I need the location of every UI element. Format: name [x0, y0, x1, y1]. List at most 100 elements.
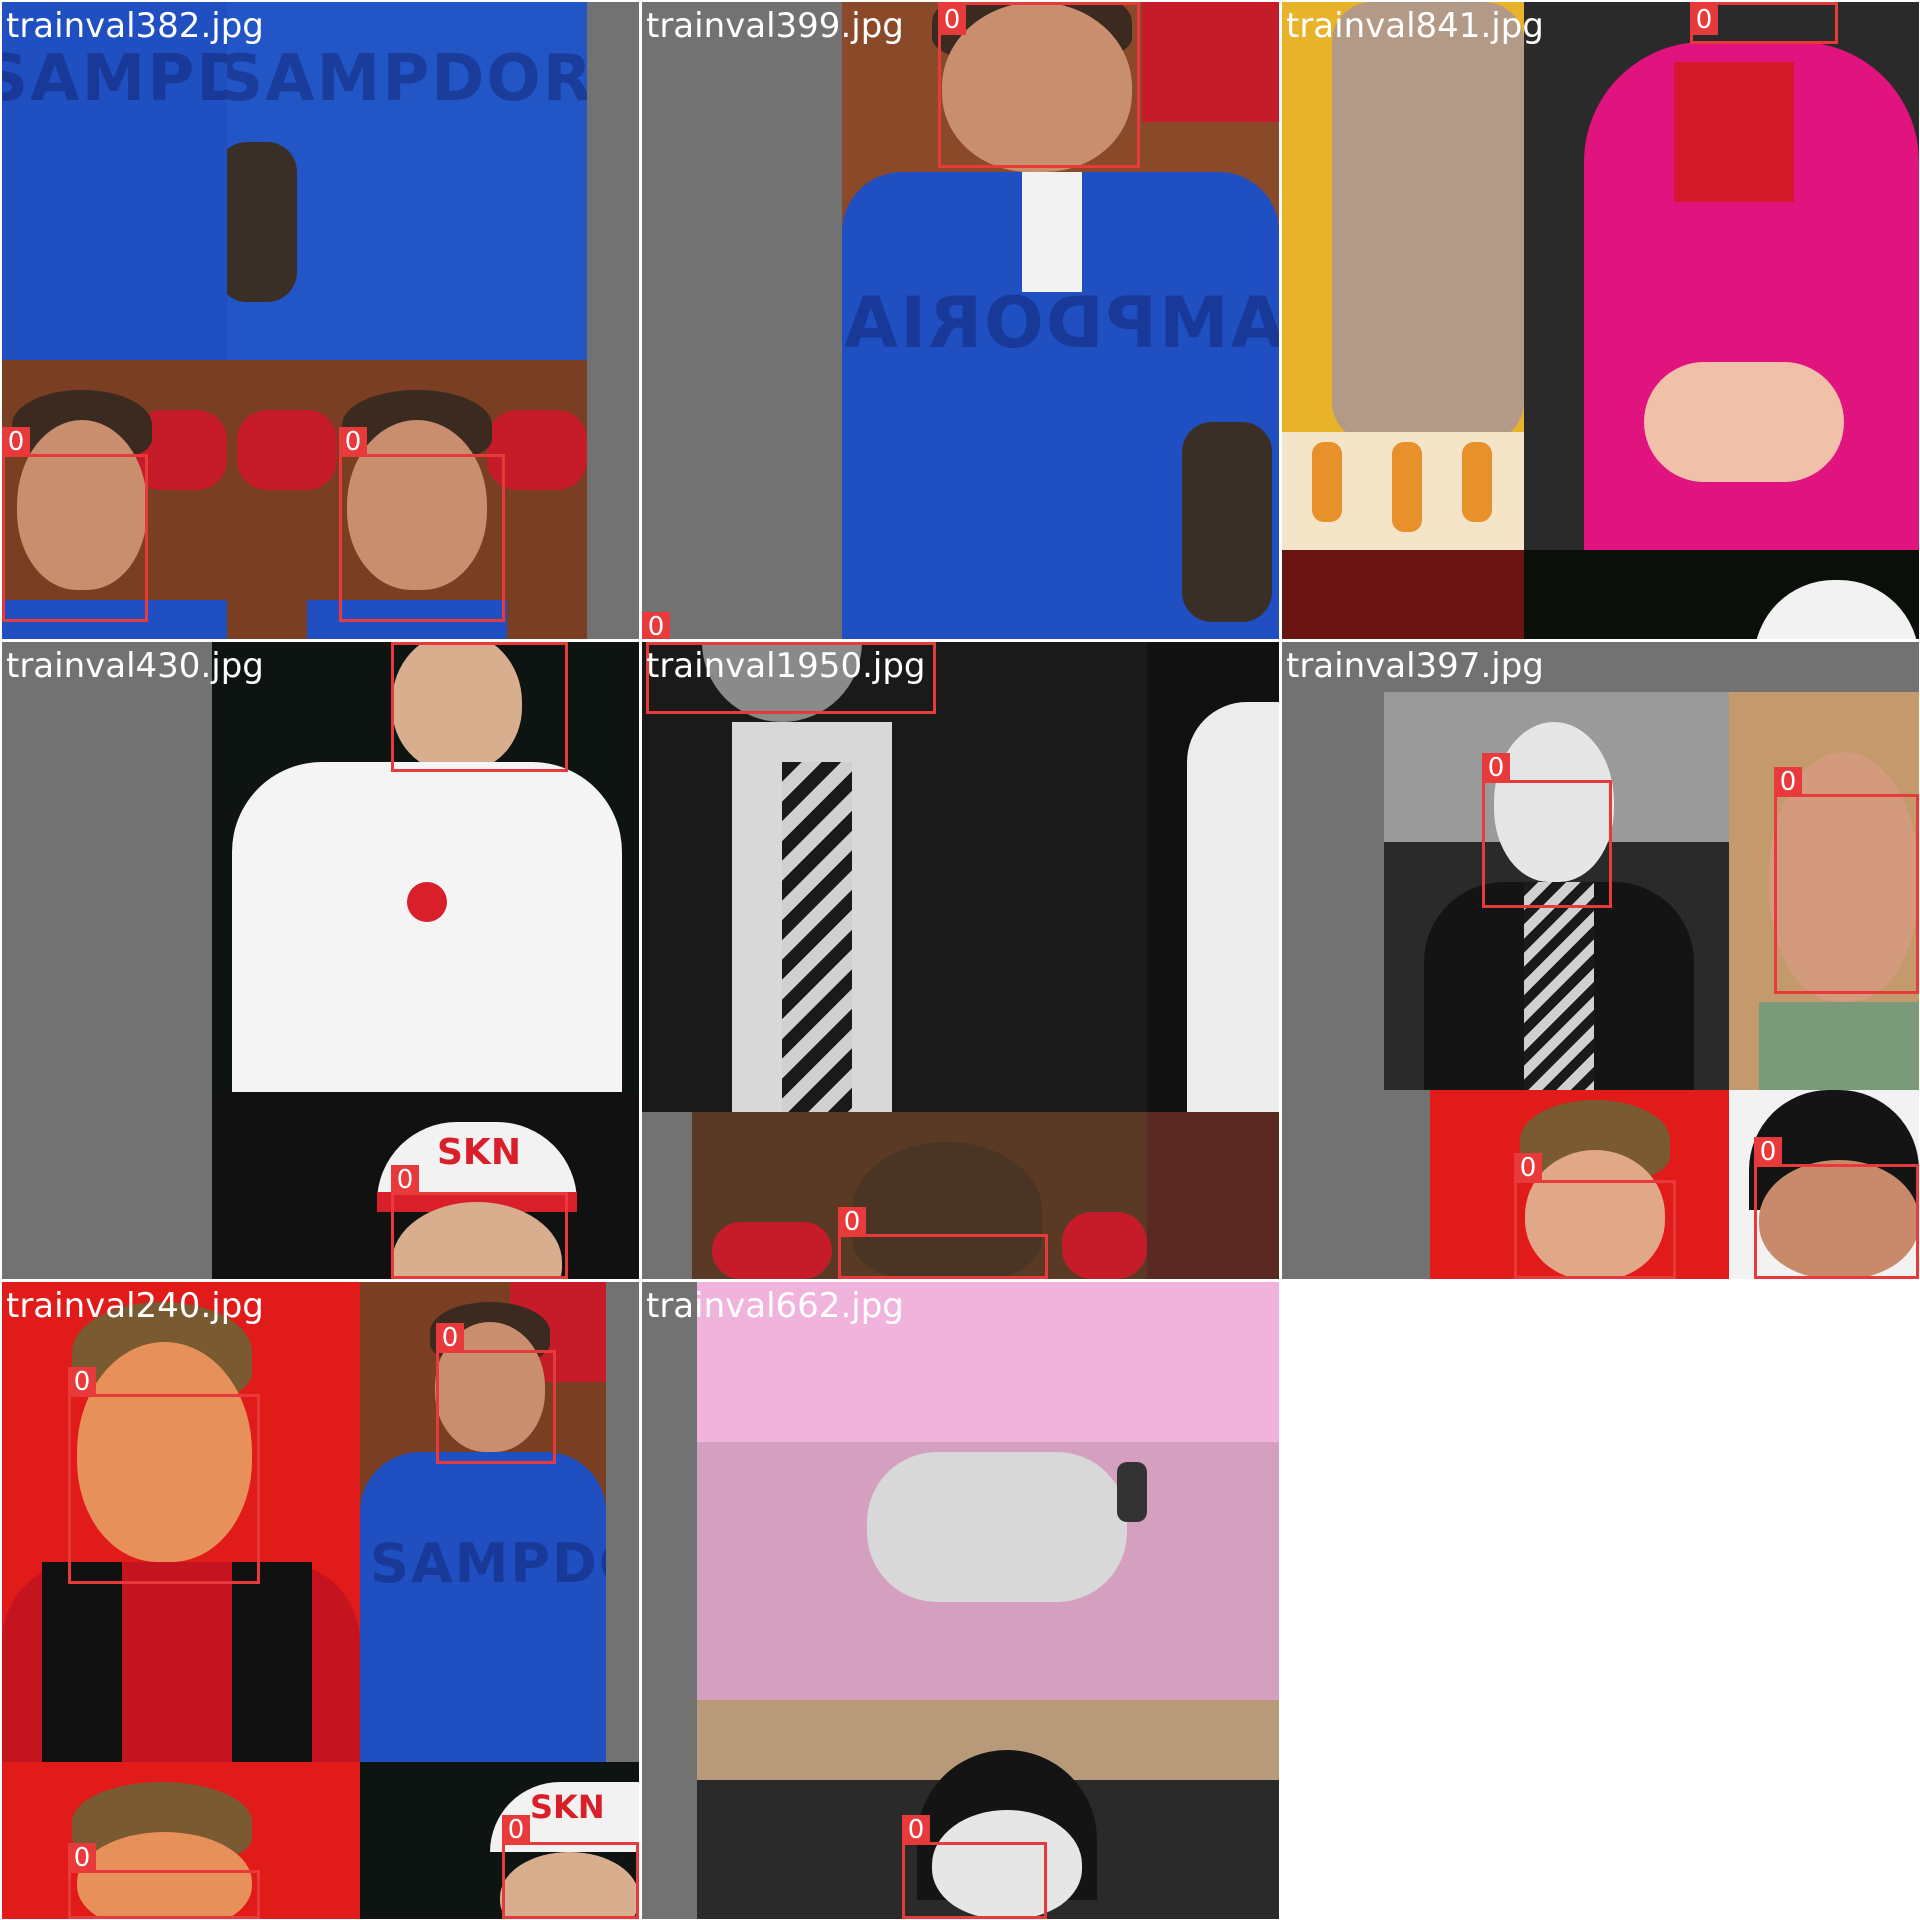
class-label: 0 — [436, 1323, 464, 1353]
tile-filename: trainval240.jpg — [6, 1286, 264, 1326]
bag-strap — [227, 142, 297, 302]
bbox[interactable]: 0 — [838, 1207, 1048, 1279]
blue-shirt-region: SAMPDORIA — [360, 1452, 606, 1762]
face — [500, 1852, 639, 1919]
chess-piece — [1392, 442, 1422, 532]
bracelet — [1117, 1462, 1147, 1522]
hands — [1644, 362, 1844, 482]
photo-region — [1282, 550, 1524, 639]
class-label: 0 — [1514, 1153, 1542, 1183]
bbox[interactable]: 0 — [1514, 1153, 1676, 1279]
photo-region — [1524, 2, 1919, 550]
class-label: 0 — [938, 5, 966, 35]
photo-region — [697, 1700, 1279, 1919]
shirt-lettering: SAMPDORIA — [227, 42, 587, 116]
face — [1759, 1160, 1919, 1279]
class-label: 0 — [68, 1367, 96, 1397]
bbox[interactable]: 0 — [436, 1323, 556, 1464]
tile-trainval841[interactable]: trainval841.jpg 0 — [1282, 2, 1919, 639]
photo-region — [1729, 1090, 1919, 1279]
tile-filename: trainval430.jpg — [6, 646, 264, 686]
photo-region — [1524, 550, 1919, 639]
shirt — [1759, 1002, 1919, 1090]
dress-neckline — [1674, 62, 1794, 202]
tile-filename: trainval382.jpg — [6, 6, 264, 46]
face — [1494, 722, 1614, 882]
class-label: 0 — [642, 612, 670, 639]
bbox[interactable]: 0 — [391, 1165, 568, 1279]
class-label: 0 — [646, 642, 674, 645]
striped-tie — [1524, 882, 1594, 1090]
flowers — [237, 410, 337, 490]
bbox[interactable]: 0 — [938, 2, 1140, 168]
white-shirt — [232, 762, 622, 1092]
tile-trainval397[interactable]: trainval397.jpg 0 0 0 0 — [1282, 642, 1919, 1279]
bbox[interactable]: 0 — [2, 427, 148, 622]
class-label: 0 — [391, 1165, 419, 1195]
tile-trainval382[interactable]: SAMPDORIA SAMPDORIA trainval382.jpg 0 0 — [2, 2, 639, 639]
bbox[interactable]: 0 — [502, 1815, 639, 1919]
hands — [867, 1452, 1127, 1602]
blue-shirt-region: SAMPDORIA — [2, 2, 227, 360]
bbox[interactable]: 0 — [68, 1843, 260, 1919]
photo-region — [2, 1282, 360, 1762]
tile-trainval662[interactable]: trainval662.jpg 0 — [642, 1282, 1279, 1919]
shirt-lettering: SAMPDORIA — [2, 42, 227, 116]
chess-piece — [1462, 442, 1492, 522]
bbox[interactable]: 0 — [1754, 1137, 1919, 1279]
face — [392, 642, 522, 772]
shirt-collar — [1022, 172, 1082, 292]
hair — [852, 1142, 1042, 1279]
scarf — [42, 1562, 122, 1762]
photo-region: SAMPDORIA — [842, 2, 1279, 639]
chess-piece — [1312, 442, 1342, 522]
bbox[interactable]: 0 — [902, 1815, 1047, 1919]
flowers — [1142, 2, 1279, 122]
bag-strap — [1182, 422, 1272, 622]
face — [942, 2, 1132, 172]
class-label: 0 — [1690, 5, 1718, 35]
team-logo — [407, 882, 447, 922]
class-label: 0 — [1774, 767, 1802, 797]
photo-region — [1384, 692, 1729, 1090]
tile-filename: trainval399.jpg — [646, 6, 904, 46]
cap — [1754, 580, 1919, 639]
cardigan-arm — [1332, 2, 1524, 442]
cap-logo: SKN — [530, 1788, 605, 1826]
tile-trainval1950[interactable]: trainval1950.jpg 0 0 — [642, 642, 1279, 1279]
bbox[interactable]: 0 — [391, 642, 568, 772]
photo-region — [1147, 642, 1279, 1112]
face — [17, 420, 147, 590]
class-label: 0 — [1482, 753, 1510, 783]
photo-region — [1430, 1090, 1729, 1279]
face — [77, 1832, 252, 1919]
bbox[interactable]: 0 — [68, 1367, 260, 1584]
bbox[interactable]: 0 — [646, 642, 936, 714]
tile-trainval240[interactable]: SAMPDORIA SKN trainval240.jpg 0 0 0 0 — [2, 1282, 639, 1919]
tile-filename: trainval841.jpg — [1286, 6, 1544, 46]
class-label: 0 — [1754, 1137, 1782, 1167]
tile-filename: trainval397.jpg — [1286, 646, 1544, 686]
tile-trainval399[interactable]: SAMPDORIA trainval399.jpg 0 0 — [642, 2, 1279, 639]
striped-tie — [782, 762, 852, 1112]
blue-shirt-region: SAMPDORIA — [227, 2, 587, 360]
class-label: 0 — [838, 1207, 866, 1237]
cap-logo: SKN — [437, 1132, 521, 1173]
face — [77, 1342, 252, 1562]
bbox[interactable]: 0 — [1774, 767, 1919, 994]
bbox[interactable]: 0 — [1482, 753, 1612, 908]
photo-region — [692, 1112, 1147, 1279]
photo-region: SKN — [360, 1762, 639, 1919]
shirt-lettering: SAMPDORIA — [370, 1532, 606, 1595]
class-label: 0 — [502, 1815, 530, 1845]
face — [347, 420, 487, 590]
photo-region — [697, 1282, 1279, 1700]
class-label: 0 — [2, 427, 30, 457]
photo-region — [2, 1762, 360, 1919]
bbox[interactable]: 0 — [1690, 2, 1838, 44]
photo-region — [1282, 2, 1524, 550]
face — [932, 1810, 1082, 1919]
bbox[interactable]: 0 — [339, 427, 505, 622]
tile-trainval430[interactable]: SKN trainval430.jpg 0 0 — [2, 642, 639, 1279]
